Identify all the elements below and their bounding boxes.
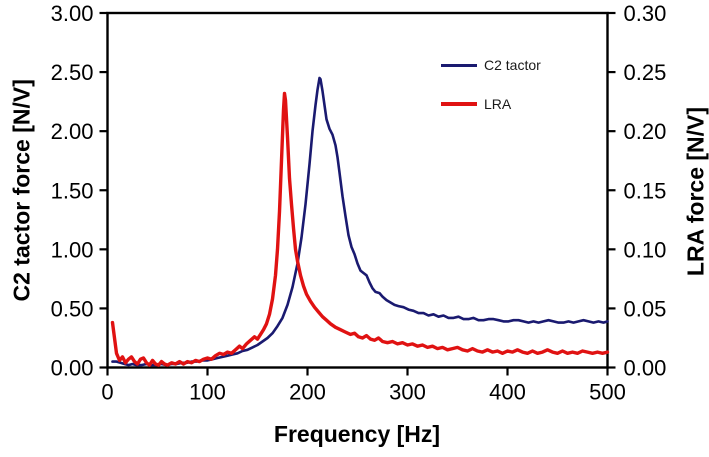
legend-label-lra: LRA xyxy=(484,96,512,112)
x-tick-label: 400 xyxy=(489,380,526,405)
x-tick-label: 100 xyxy=(189,380,226,405)
lra-line-swatch xyxy=(441,102,477,106)
y-right-tick-label: 0.30 xyxy=(624,1,667,26)
y-left-tick-label: 2.00 xyxy=(51,119,94,144)
c2-tactor-line-swatch xyxy=(441,63,477,67)
x-axis-title: Frequency [Hz] xyxy=(273,421,441,447)
y-right-tick-label: 0.00 xyxy=(624,356,667,381)
legend-label-c2-tactor: C2 tactor xyxy=(484,57,541,73)
y-left-tick-label: 1.50 xyxy=(51,178,94,203)
y-left-tick-label: 1.00 xyxy=(51,237,94,262)
y-left-tick-label: 0.50 xyxy=(51,296,94,321)
y-right-tick-label: 0.10 xyxy=(624,237,667,262)
legend-item-c2-tactor: C2 tactor xyxy=(441,53,541,77)
y-right-tick-label: 0.20 xyxy=(624,119,667,144)
legend-item-lra: LRA xyxy=(441,92,541,116)
y-left-tick-label: 2.50 xyxy=(51,60,94,85)
x-tick-label: 500 xyxy=(589,380,626,405)
y-right-tick-label: 0.25 xyxy=(624,60,667,85)
y-right-tick-label: 0.05 xyxy=(624,296,667,321)
x-tick-label: 0 xyxy=(101,380,113,405)
y-axis-right-title: LRA force [N/V] xyxy=(682,106,709,277)
y-axis-left-title: C2 tactor force [N/V] xyxy=(8,79,35,302)
legend: C2 tactor LRA xyxy=(441,53,541,131)
x-tick-label: 300 xyxy=(389,380,426,405)
y-left-tick-label: 0.00 xyxy=(51,356,94,381)
lra-line xyxy=(110,91,610,367)
y-left-tick-label: 3.00 xyxy=(51,1,94,26)
x-tick-label: 200 xyxy=(289,380,326,405)
y-right-tick-label: 0.15 xyxy=(624,178,667,203)
